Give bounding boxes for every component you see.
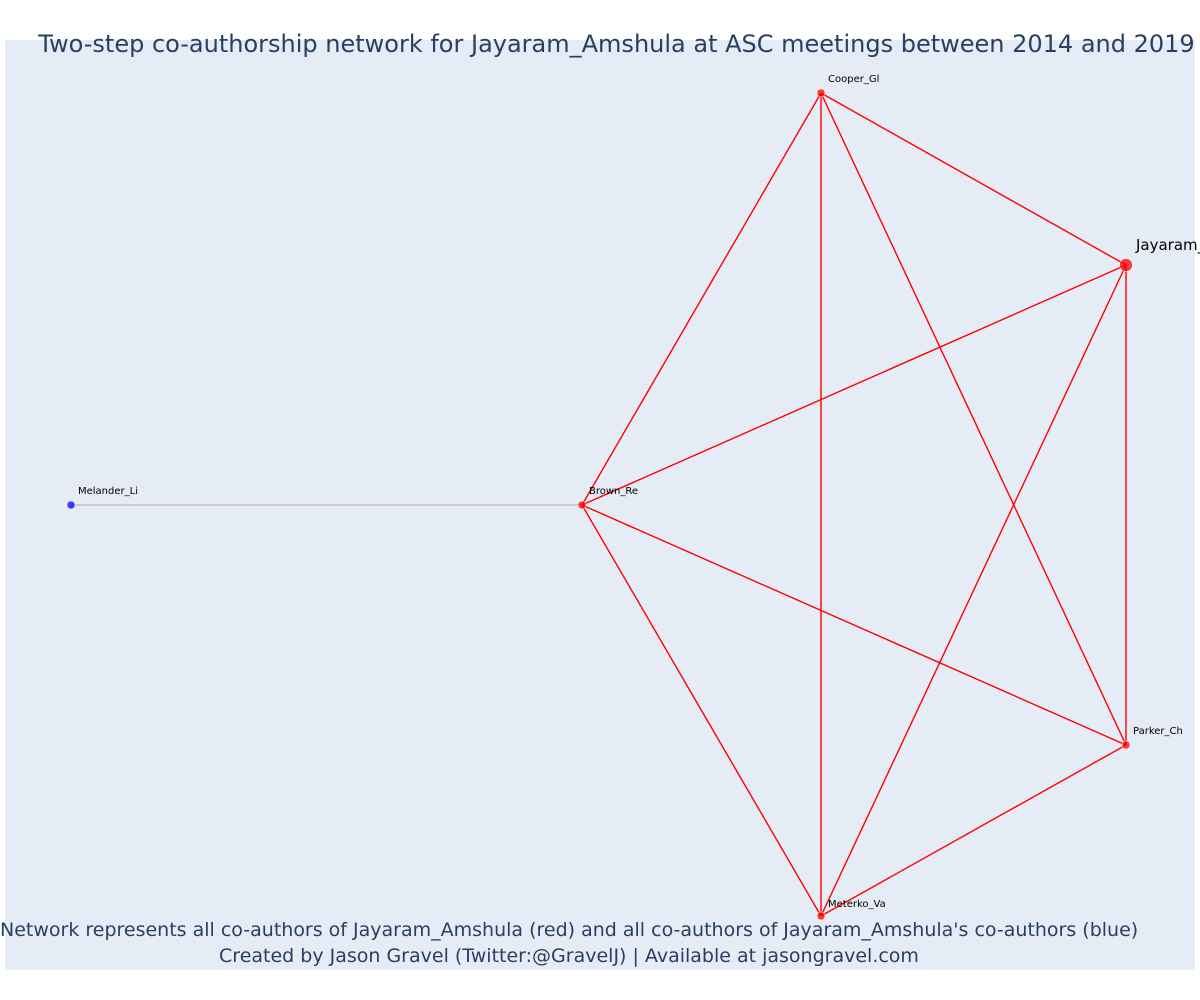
figure-caption-credit: Created by Jason Gravel (Twitter:@Gravel… [0,943,1138,969]
node-Jayaram_Amshula[interactable] [1120,259,1133,272]
edges-layer [71,93,1126,916]
node-Cooper_Gl[interactable] [817,89,825,97]
edge-Jayaram_Amshula-Meterko_Va [821,265,1126,916]
node-Parker_Ch[interactable] [1122,741,1130,749]
node-Melander_Li[interactable] [67,501,75,509]
node-label-Jayaram_Amshula: Jayaram_ [1135,236,1200,255]
edge-Cooper_Gl-Parker_Ch [821,93,1126,745]
node-Brown_Re[interactable] [578,501,586,509]
node-label-Melander_Li: Melander_Li [78,486,138,497]
edge-Jayaram_Amshula-Brown_Re [582,265,1126,505]
edge-Parker_Ch-Meterko_Va [821,745,1126,916]
node-label-Cooper_Gl: Cooper_Gl [828,74,879,85]
figure-title: Two-step co-authorship network for Jayar… [0,28,1200,60]
node-label-Meterko_Va: Meterko_Va [828,899,886,910]
labels-layer: Jayaram_ Cooper_Gl Brown_Re Parker_Ch Meterk… [78,74,1200,910]
edge-Brown_Re-Meterko_Va [582,505,821,916]
edge-Cooper_Gl-Jayaram_Amshula [821,93,1126,265]
edge-Brown_Re-Parker_Ch [582,505,1126,745]
edge-Cooper_Gl-Brown_Re [582,93,821,505]
node-label-Brown_Re: Brown_Re [589,486,638,497]
node-label-Parker_Ch: Parker_Ch [1133,726,1183,737]
figure-caption-description: Network represents all co-authors of Jay… [0,917,1138,943]
